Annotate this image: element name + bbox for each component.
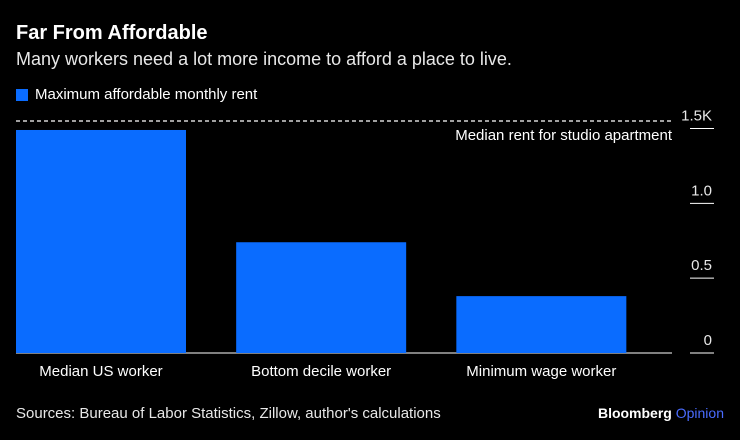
y-tick-label-3: 1.0 [691, 182, 712, 199]
bar-3 [456, 296, 627, 353]
brand-logo: Bloomberg Opinion [598, 405, 724, 421]
chart-subtitle: Many workers need a lot more income to a… [16, 49, 512, 69]
category-label-1: Median US worker [39, 363, 162, 380]
bar-2 [236, 242, 407, 353]
brand-name: Bloomberg [597, 405, 672, 421]
legend-swatch [16, 88, 28, 101]
category-label-2: Bottom decile worker [251, 363, 391, 380]
brand-suffix: Opinion [675, 405, 724, 421]
category-label-3: Minimum wage worker [466, 363, 616, 380]
legend: Maximum affordable monthly rent [16, 86, 257, 103]
chart-title: Far From Affordable [16, 22, 208, 44]
source-note: Sources: Bureau of Labor Statistics, Zil… [16, 405, 441, 422]
y-tick-label-4: 1.5K [681, 107, 712, 124]
bar-1 [16, 129, 186, 353]
reference-line-label: Median rent for studio apartment [455, 127, 673, 144]
y-tick-label-1: 0 [704, 332, 712, 349]
legend-label: Maximum affordable monthly rent [35, 86, 258, 103]
y-tick-label-2: 0.5 [691, 257, 712, 274]
